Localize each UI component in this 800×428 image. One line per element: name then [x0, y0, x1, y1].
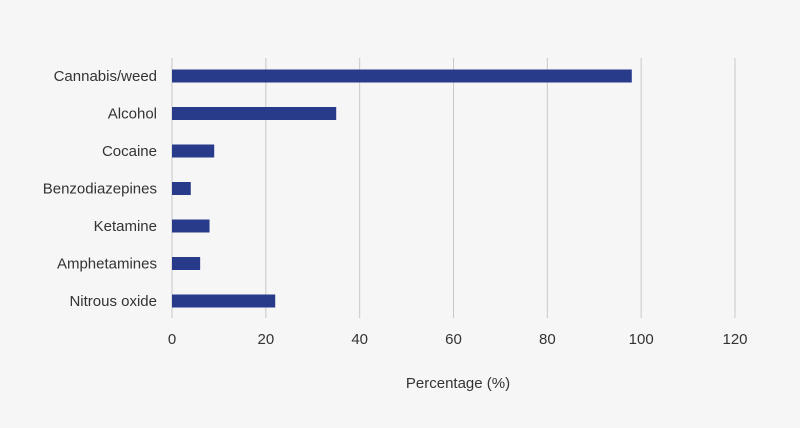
x-tick-label-60: 60 — [445, 331, 462, 348]
category-label-amphetamines: Amphetamines — [57, 256, 157, 273]
bar-nitrous-oxide — [172, 294, 276, 308]
x-tick-label-80: 80 — [539, 331, 556, 348]
category-label-alcohol: Alcohol — [108, 106, 157, 123]
bar-amphetamines — [172, 257, 201, 270]
category-label-ketamine: Ketamine — [94, 218, 157, 235]
category-label-nitrous-oxide: Nitrous oxide — [69, 293, 157, 310]
bar-alcohol — [172, 107, 337, 120]
x-tick-label-40: 40 — [351, 331, 368, 348]
x-tick-labels: 0 20 40 60 80 100 120 — [168, 331, 748, 348]
category-labels: Cannabis/weed Alcohol Cocaine Benzodiazepin… — [43, 68, 157, 310]
category-label-benzodiazepines: Benzodiazepines — [43, 181, 157, 198]
bar-cannabis-weed — [172, 69, 632, 83]
x-tick-label-100: 100 — [629, 331, 654, 348]
bar-cocaine — [172, 144, 215, 158]
x-tick-label-20: 20 — [257, 331, 274, 348]
category-label-cannabis-weed: Cannabis/weed — [54, 68, 157, 85]
bar-ketamine — [172, 219, 210, 233]
bars — [172, 69, 632, 308]
bar-benzodiazepines — [172, 182, 191, 195]
x-tick-label-0: 0 — [168, 331, 176, 348]
x-axis-title: Percentage (%) — [406, 375, 510, 392]
grid-lines — [171, 58, 736, 318]
category-label-cocaine: Cocaine — [102, 143, 157, 160]
x-tick-label-120: 120 — [722, 331, 747, 348]
